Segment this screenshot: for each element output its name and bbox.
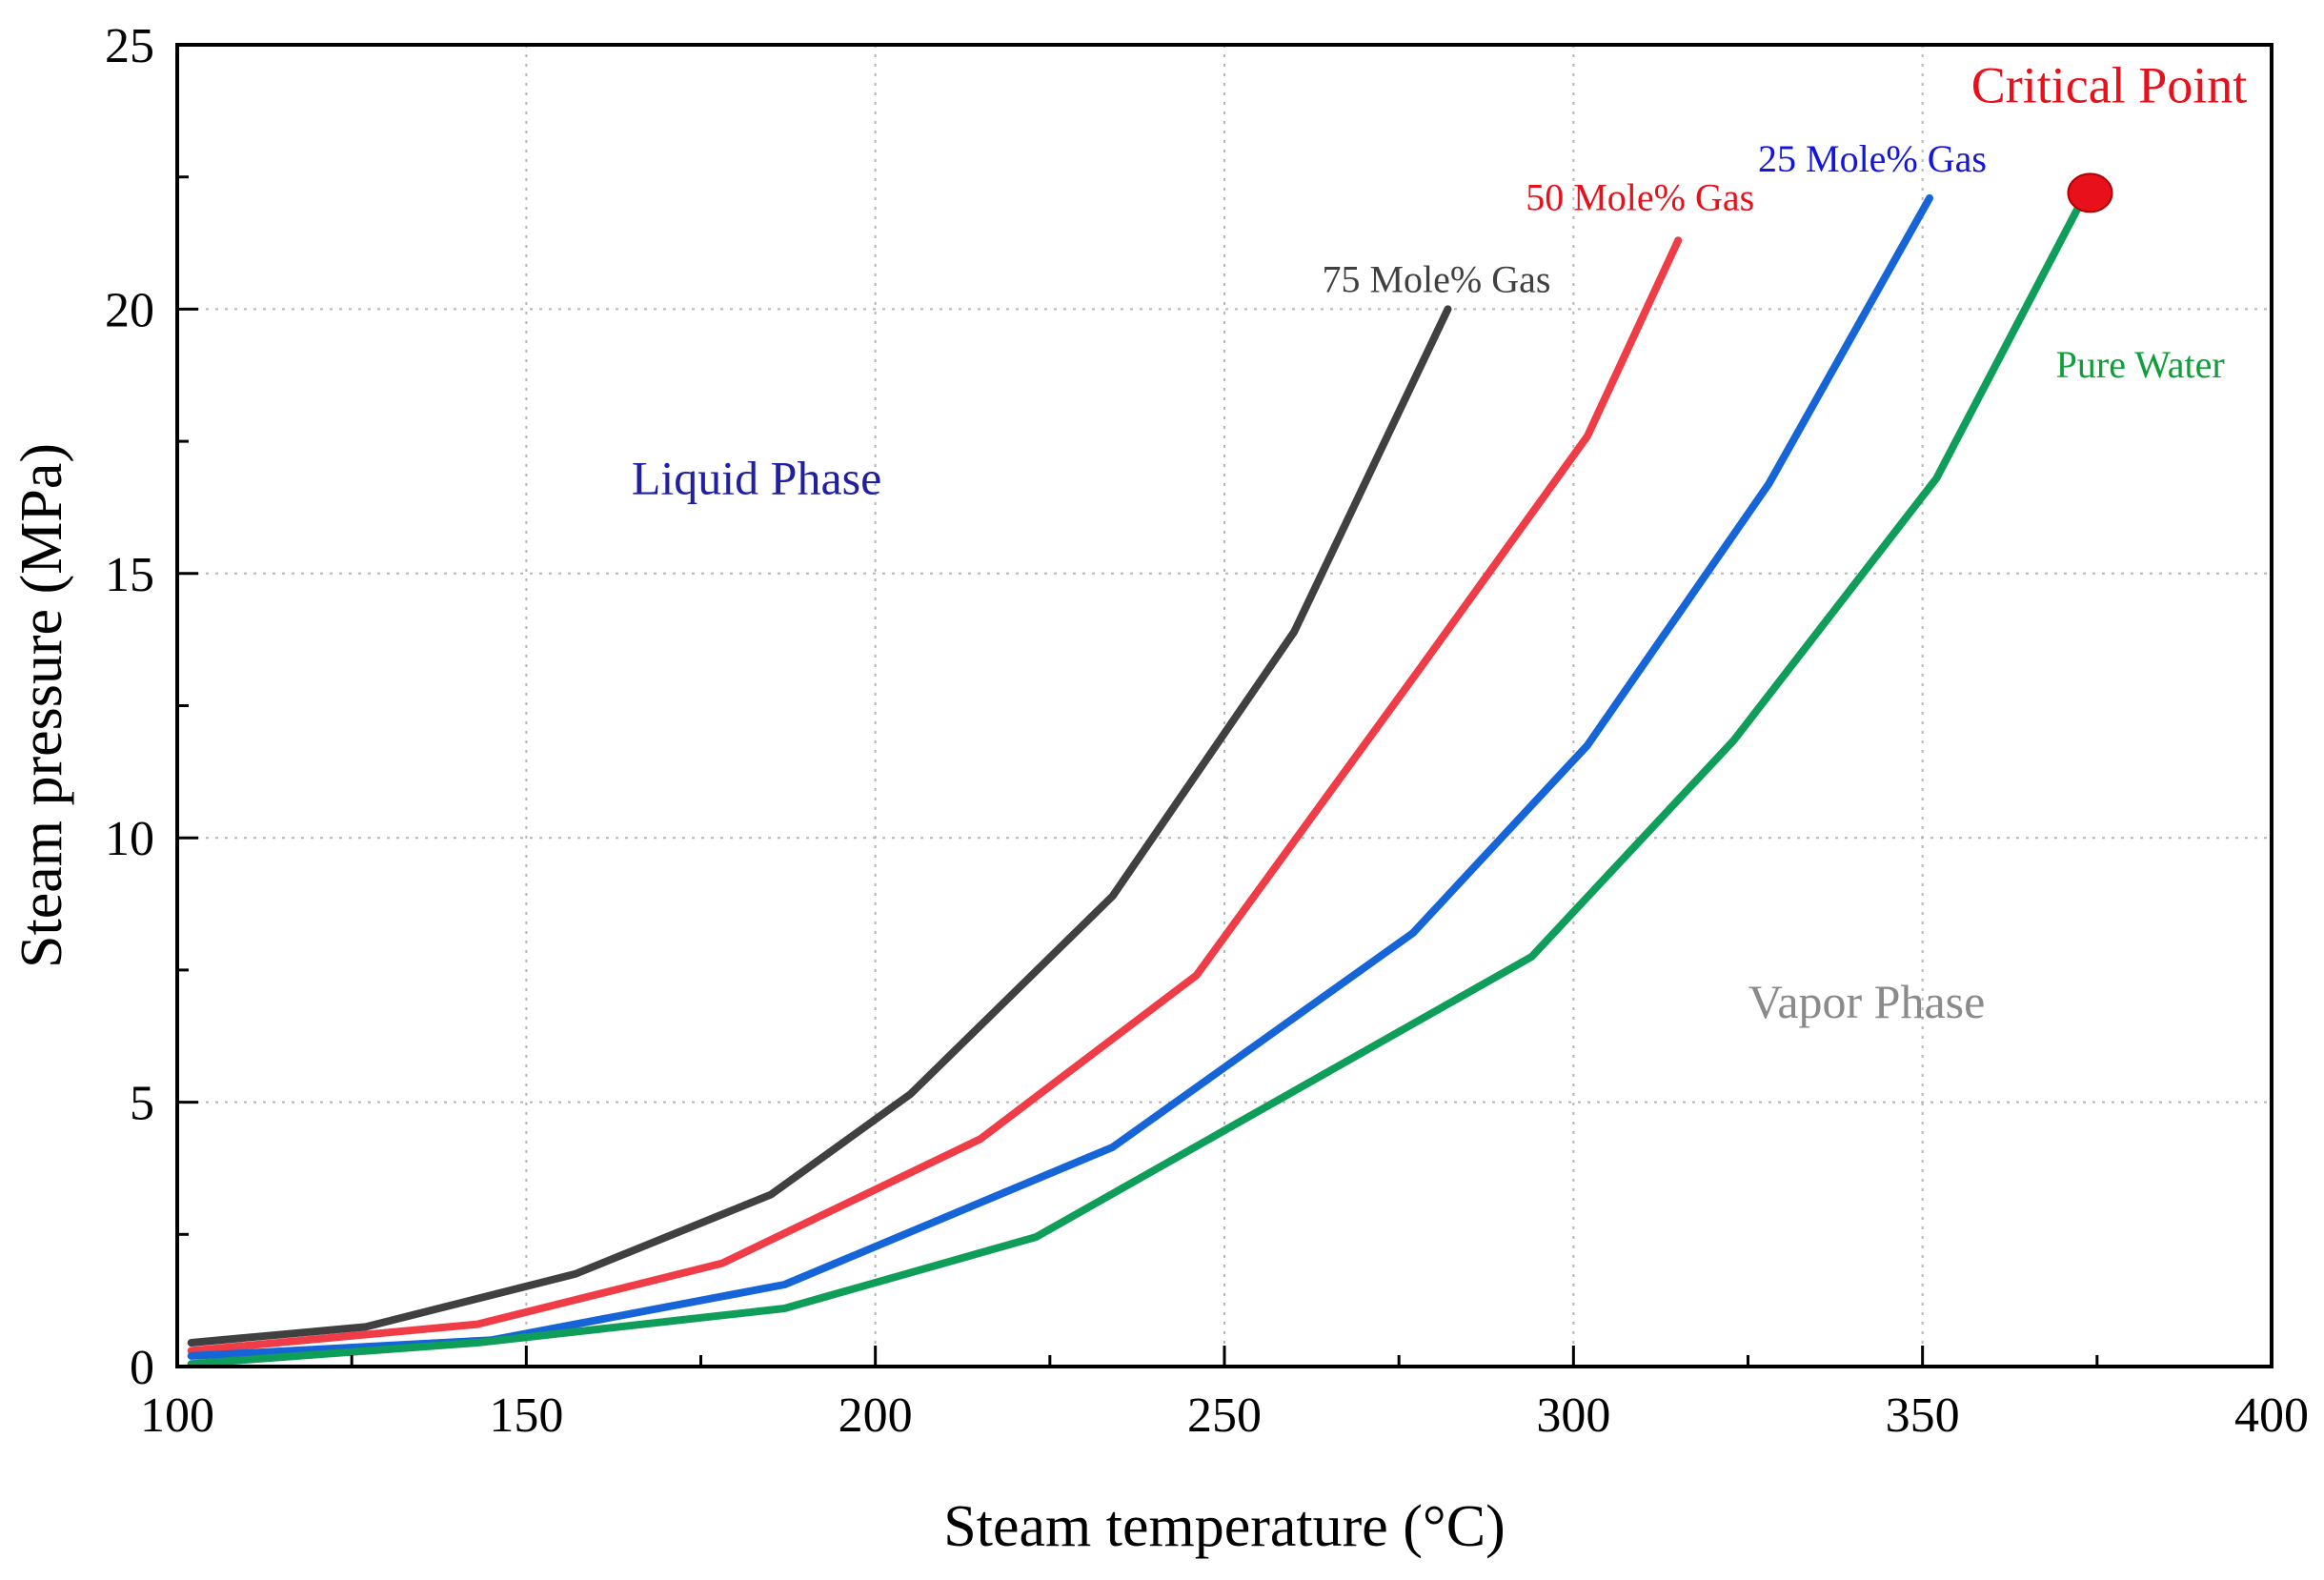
series-label-75-mole-gas: 75 Mole% Gas — [1322, 257, 1550, 300]
grid-lines — [177, 45, 2272, 1367]
x-tick-label: 100 — [140, 1388, 214, 1443]
x-tick-label: 300 — [1536, 1388, 1610, 1443]
critical-point-marker — [2067, 172, 2113, 213]
plot-frame — [175, 43, 2273, 1368]
y-tick-label: 0 — [130, 1341, 154, 1395]
series-label-25-mole-gas: 25 Mole% Gas — [1758, 137, 1987, 180]
liquid-phase-label: Liquid Phase — [632, 452, 881, 505]
x-tick-label: 250 — [1187, 1388, 1262, 1443]
x-tick-label: 350 — [1886, 1388, 1960, 1443]
series-line-50-mole-gas — [187, 236, 1683, 1355]
x-tick-label: 400 — [2234, 1388, 2309, 1443]
series-label-pure-water: Pure Water — [2056, 343, 2225, 386]
vapor-phase-label: Vapor Phase — [1748, 975, 1986, 1028]
x-axis-title: Steam temperature (°C) — [943, 1494, 1505, 1559]
y-tick-label: 5 — [130, 1077, 154, 1131]
y-tick-label: 15 — [105, 548, 154, 602]
series-line-25-mole-gas — [187, 193, 1933, 1360]
series-label-50-mole-gas: 50 Mole% Gas — [1526, 175, 1754, 218]
x-tick-label: 150 — [489, 1388, 563, 1443]
y-tick-label: 10 — [105, 812, 154, 866]
axis-tick-labels: 100 150 200 250 300 350 400 0 5 10 15 20 25 — [105, 19, 2309, 1443]
y-tick-label: 25 — [105, 19, 154, 73]
series-line-75-mole-gas — [187, 305, 1452, 1347]
x-tick-label: 200 — [839, 1388, 913, 1443]
y-tick-label: 20 — [105, 283, 154, 337]
series-lines — [187, 193, 2088, 1368]
critical-point-label: Critical Point — [1971, 56, 2248, 113]
axis-ticks — [175, 43, 2273, 1368]
series-line-pure-water — [187, 193, 2088, 1368]
y-axis-title: Steam pressure (MPa) — [10, 443, 74, 968]
